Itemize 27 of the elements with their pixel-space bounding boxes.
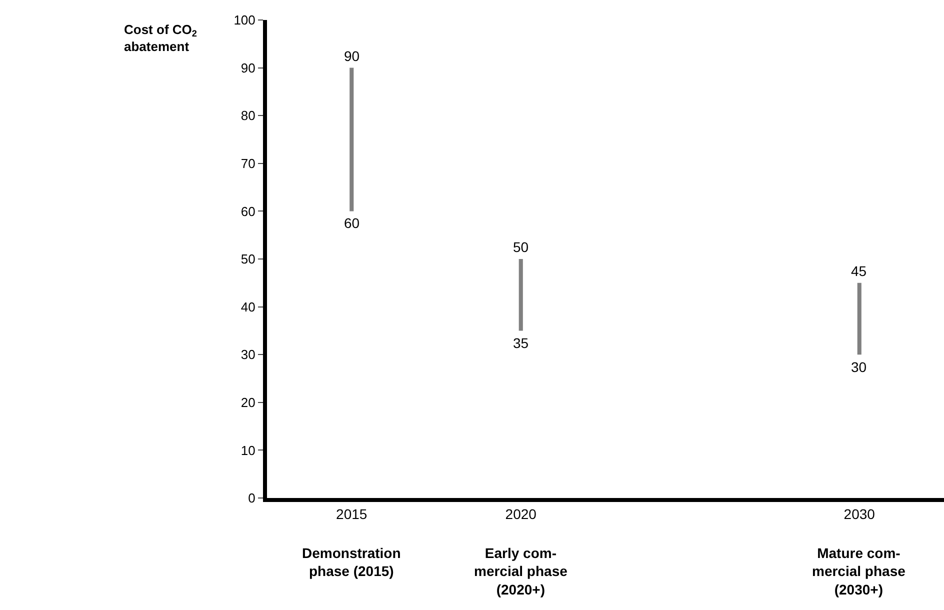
y-axis-title: Cost of CO$_{2}$ abatement	[124, 22, 197, 54]
y-tick-label: 80	[240, 108, 256, 124]
annotation: 35	[513, 335, 529, 351]
text: Mature com- mercial phase (2030+)	[812, 545, 906, 598]
x-tick-label: 2030	[844, 506, 876, 522]
x-tick-label: 2020	[505, 506, 537, 522]
y-tick-label: 50	[240, 252, 256, 267]
text: Early com- mercial phase (2020+)	[474, 545, 568, 598]
annotation: 30	[851, 359, 867, 375]
annotation: 50	[513, 239, 529, 255]
y-tick-label: 60	[240, 204, 256, 219]
y-tick-label: 40	[240, 299, 256, 314]
text: Demonstration phase (2015)	[302, 545, 401, 580]
y-tick-label: 70	[240, 156, 256, 171]
bar	[857, 282, 862, 355]
bar	[350, 68, 354, 212]
y-tick-label: 10	[240, 442, 256, 458]
x-tick-label: 2015	[336, 506, 368, 522]
annotation: 90	[344, 48, 360, 64]
y-tick-label: 90	[240, 60, 256, 76]
y-tick-label: 20	[240, 394, 256, 410]
y-tick-label: 100	[234, 12, 256, 28]
y-tick-label: 0	[248, 490, 256, 506]
annotation: 60	[344, 215, 360, 231]
annotation: 45	[851, 263, 867, 279]
y-tick-label: 30	[240, 347, 256, 362]
bar	[518, 259, 523, 331]
